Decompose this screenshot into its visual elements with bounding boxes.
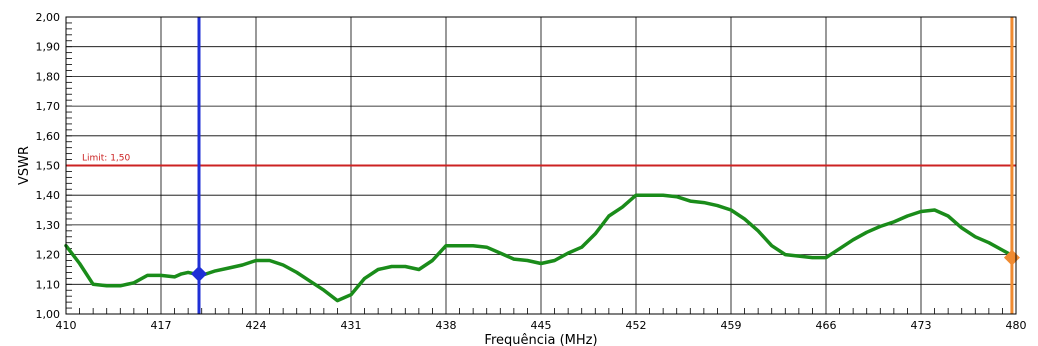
- limit-line-group: Limit: 1,50: [66, 154, 1016, 167]
- y-tick-label: 1,70: [36, 100, 61, 113]
- y-tick-label: 1,90: [36, 41, 61, 54]
- x-tick-label: 431: [341, 319, 362, 332]
- x-axis-title: Frequência (MHz): [484, 333, 597, 346]
- x-tick-label: 424: [246, 319, 267, 332]
- x-tick-label: 480: [1006, 319, 1027, 332]
- x-tick-labels: 410 417 424 431 438 445 452 459 466 473 480: [56, 319, 1027, 332]
- x-tick-label: 473: [911, 319, 932, 332]
- y-tick-label: 1,00: [36, 308, 61, 321]
- marker-diamond-1: [191, 265, 207, 282]
- y-tick-label: 2,00: [36, 11, 61, 24]
- x-tick-label: 417: [151, 319, 172, 332]
- y-tick-label: 1,20: [36, 249, 61, 262]
- y-tick-label: 1,10: [36, 278, 61, 291]
- y-tick-label: 1,60: [36, 130, 61, 143]
- x-tick-label: 452: [626, 319, 647, 332]
- series-line-0: [64, 193, 1018, 303]
- y-tick-label: 1,80: [36, 70, 61, 83]
- y-axis-title: VSWR: [17, 146, 32, 185]
- y-tick-label: 1,30: [36, 219, 61, 232]
- x-tick-label: 459: [721, 319, 742, 332]
- y-tick-label: 1,50: [36, 160, 61, 173]
- minor-ticks: [66, 16, 1003, 315]
- plot-frame: [65, 16, 1017, 315]
- series-group: [64, 193, 1018, 303]
- y-tick-label: 1,40: [36, 189, 61, 202]
- x-tick-label: 445: [531, 319, 552, 332]
- x-tick-label: 466: [816, 319, 837, 332]
- x-tick-label: 438: [436, 319, 457, 332]
- y-tick-labels: 1,00 1,10 1,20 1,30 1,40 1,50 1,60 1,70 1,80 1,90…: [36, 11, 61, 321]
- limit-label: Limit: 1,50: [82, 154, 131, 164]
- x-tick-label: 410: [56, 319, 77, 332]
